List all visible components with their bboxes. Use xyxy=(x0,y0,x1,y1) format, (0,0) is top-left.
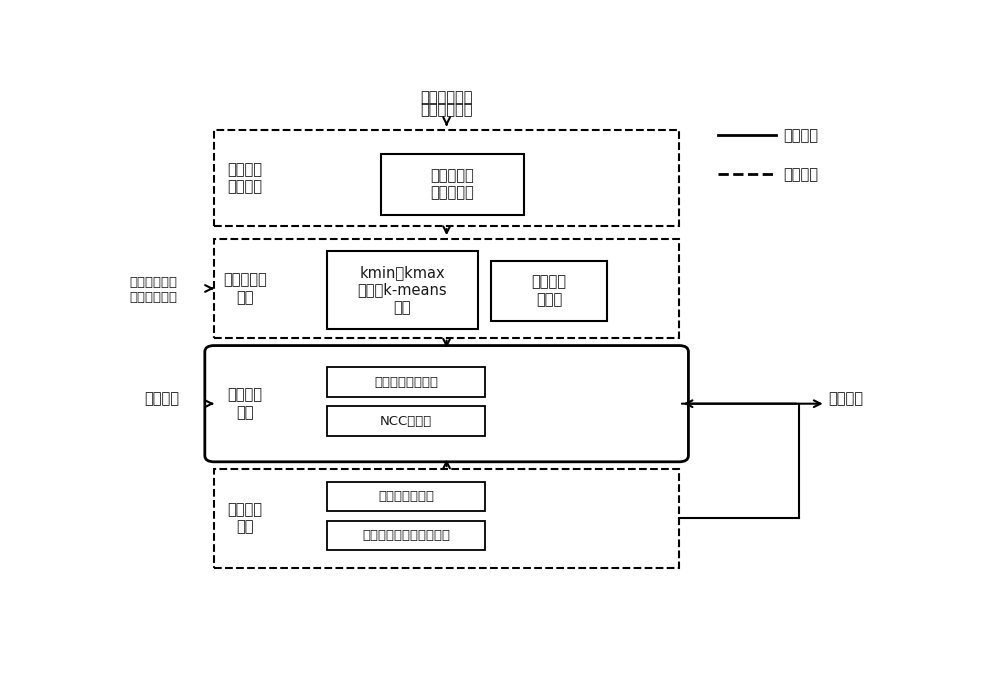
Bar xyxy=(214,130,679,226)
Text: 随机选取网络流人工判定: 随机选取网络流人工判定 xyxy=(362,528,450,542)
Bar xyxy=(326,406,485,436)
Text: 测试数据: 测试数据 xyxy=(144,391,179,406)
Bar xyxy=(326,367,485,398)
Text: 系统更新
模块: 系统更新 模块 xyxy=(228,502,263,534)
Text: 动态添加
中心点: 动态添加 中心点 xyxy=(531,274,566,307)
Text: （训练数据）: （训练数据） xyxy=(129,291,177,305)
Text: 未知协议流量簇: 未知协议流量簇 xyxy=(378,490,434,503)
Text: 线上分类
模块: 线上分类 模块 xyxy=(228,388,263,420)
Text: 已标记网络流: 已标记网络流 xyxy=(420,90,473,105)
Bar xyxy=(491,261,607,321)
Text: NCC分类器: NCC分类器 xyxy=(380,415,432,428)
Text: 分类结果: 分类结果 xyxy=(829,391,864,406)
FancyBboxPatch shape xyxy=(205,346,688,462)
Text: 线上分类: 线上分类 xyxy=(784,128,819,143)
Bar xyxy=(326,482,485,511)
Text: （训练数据）: （训练数据） xyxy=(420,102,473,117)
Bar xyxy=(381,154,524,215)
Bar xyxy=(326,251,478,329)
Text: kmin到kmax
的迭代k-means
聚类: kmin到kmax 的迭代k-means 聚类 xyxy=(357,265,447,315)
Text: 确定聚类的
初始中心点: 确定聚类的 初始中心点 xyxy=(431,168,474,200)
Bar xyxy=(214,239,679,338)
Text: 有代表性的中心点: 有代表性的中心点 xyxy=(374,376,438,389)
Text: 自适应聚类
模块: 自适应聚类 模块 xyxy=(223,272,267,305)
Text: 线下训练: 线下训练 xyxy=(784,166,819,182)
Text: 未标记网络流: 未标记网络流 xyxy=(129,276,177,288)
Bar xyxy=(214,469,679,568)
Bar xyxy=(326,521,485,549)
Text: 标记数据
辅助模块: 标记数据 辅助模块 xyxy=(228,162,263,194)
